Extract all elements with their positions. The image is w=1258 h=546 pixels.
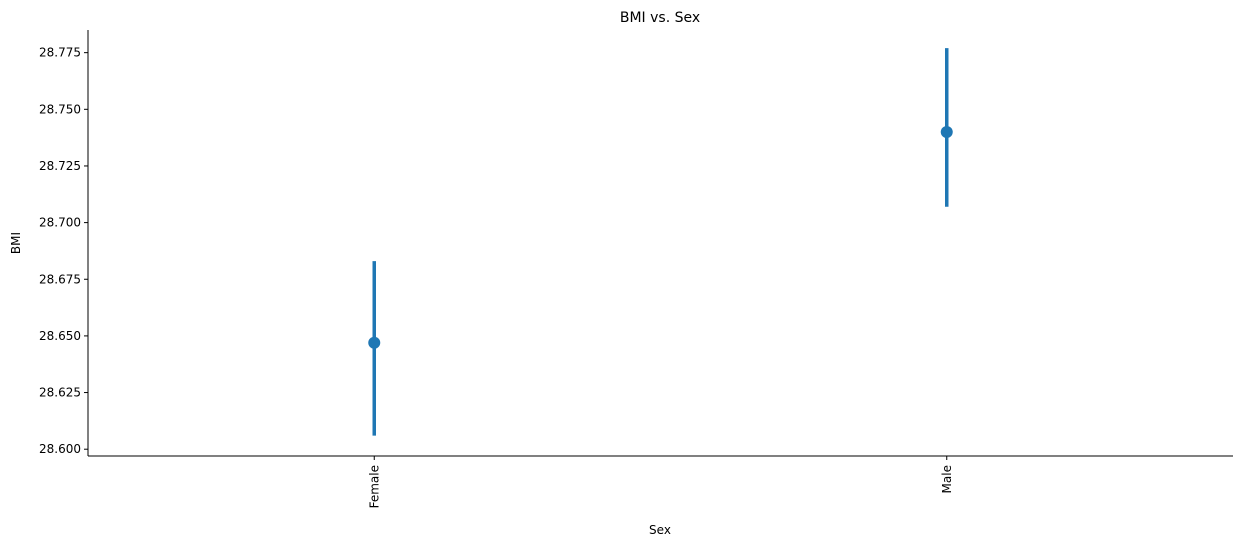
- x-tick-label-female: Female: [367, 465, 381, 508]
- x-axis-label: Sex: [649, 523, 671, 537]
- y-tick-label: 28.600: [39, 442, 81, 456]
- y-tick-label: 28.700: [39, 216, 81, 230]
- x-tick-label-male: Male: [940, 465, 954, 493]
- y-tick-label: 28.750: [39, 102, 81, 116]
- y-tick-label: 28.650: [39, 329, 81, 343]
- y-tick-label: 28.675: [39, 272, 81, 286]
- y-axis-label: BMI: [9, 232, 23, 254]
- point-female: [368, 336, 381, 349]
- y-tick-label: 28.725: [39, 159, 81, 173]
- plot-marks: [368, 48, 953, 436]
- x-axis-ticks: Female Male: [367, 456, 954, 508]
- y-tick-label: 28.625: [39, 386, 81, 400]
- y-tick-label: 28.775: [39, 46, 81, 60]
- point-male: [940, 125, 953, 138]
- chart-title: BMI vs. Sex: [620, 10, 700, 26]
- y-axis-ticks: 28.600 28.625 28.650 28.675 28.700 28.725 28.7…: [39, 46, 88, 456]
